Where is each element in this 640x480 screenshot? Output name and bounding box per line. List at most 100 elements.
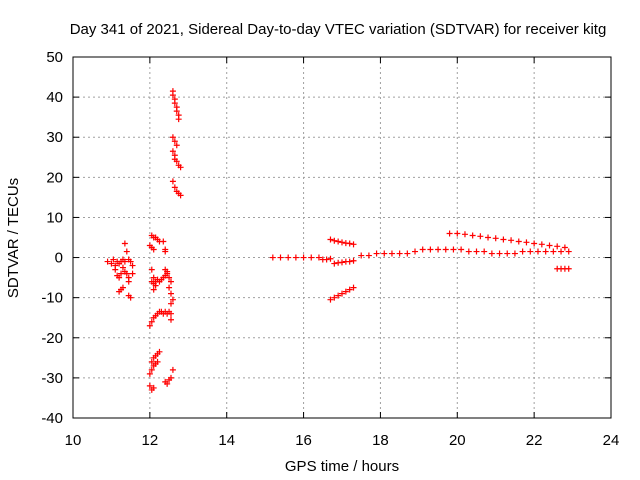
data-point-cluster-17.5-23h-25 <box>550 248 557 255</box>
data-point-cluster-17.5-23h-41 <box>546 242 553 249</box>
data-point-cluster-12.6h-upward-11 <box>169 148 176 155</box>
data-point-cluster-12h-lower-11 <box>167 310 174 317</box>
data-point-cluster-15-17h-27 <box>342 288 349 295</box>
data-point-cluster-17.5-23h-36 <box>508 237 515 244</box>
data-point-cluster-17.5-23h-39 <box>531 240 538 247</box>
data-point-cluster-17.5-23h-14 <box>465 248 472 255</box>
data-point-cluster-17.5-23h-24 <box>542 248 549 255</box>
data-point-cluster-12h-upper-8 <box>160 238 167 245</box>
x-tick-label-10: 10 <box>65 432 82 449</box>
data-point-cluster-17.5-23h-23 <box>534 248 541 255</box>
data-point-cluster-12h-upper-28 <box>166 284 173 291</box>
y-axis-label: SDTVAR / TECUs <box>5 178 22 298</box>
data-point-cluster-17.5-23h-15 <box>473 248 480 255</box>
data-point-cluster-15-17h-0 <box>269 254 276 261</box>
data-point-cluster-11h-19 <box>119 284 126 291</box>
plot-frame <box>72 56 612 419</box>
data-point-cluster-17.5-23h-43 <box>561 244 568 251</box>
data-point-cluster-11h-1 <box>108 260 115 267</box>
data-point-cluster-12h-lower-15 <box>148 358 155 365</box>
x-tick-label-12: 12 <box>142 432 159 449</box>
data-point-cluster-17.5-23h-0 <box>358 252 365 259</box>
data-point-cluster-17.5-23h-11 <box>442 246 449 253</box>
data-point-cluster-17.5-23h-6 <box>404 250 411 257</box>
y-tick-label-10: 10 <box>46 209 63 226</box>
data-point-cluster-15-17h-13 <box>339 239 345 246</box>
data-point-cluster-17.5-23h-17 <box>488 250 495 257</box>
data-point-cluster-12h-lower-31 <box>167 374 174 381</box>
x-tick-label-18: 18 <box>372 432 389 449</box>
data-point-cluster-17.5-23h-28 <box>446 230 453 237</box>
data-point-cluster-12.6h-upward-18 <box>171 184 178 191</box>
x-axis-label: GPS time / hours <box>285 458 399 475</box>
data-point-cluster-11h-23 <box>121 240 128 247</box>
data-point-cluster-12h-lower-0 <box>146 322 153 329</box>
data-point-cluster-17.5-23h-32 <box>477 233 484 240</box>
data-point-cluster-12h-lower-29 <box>164 380 171 387</box>
data-point-cluster-15-17h-2 <box>285 254 292 261</box>
data-point-cluster-12.6h-upward-14 <box>173 158 180 165</box>
data-point-cluster-11h-27 <box>129 262 136 269</box>
data-point-cluster-15-17h-23 <box>327 296 334 303</box>
data-point-cluster-12h-upper-22 <box>166 274 173 281</box>
y-tick-label-20: 20 <box>46 169 63 186</box>
data-point-cluster-12.6h-upward-7 <box>175 116 182 123</box>
data-point-cluster-12h-lower-12 <box>167 316 174 323</box>
data-point-cluster-17.5-23h-40 <box>538 241 545 248</box>
y-tick-label-30: 30 <box>46 129 63 146</box>
data-point-cluster-17.5-23h-27 <box>565 248 572 255</box>
data-points <box>104 88 572 393</box>
data-point-cluster-17.5-23h-33 <box>485 234 492 241</box>
data-point-cluster-12.6h-upward-21 <box>177 192 184 199</box>
data-point-cluster-15-17h-17 <box>331 260 338 267</box>
data-point-cluster-17.5-23h-19 <box>504 250 511 257</box>
data-point-cluster-12h-lower-13 <box>167 300 174 307</box>
data-point-cluster-15-17h-21 <box>346 258 353 265</box>
y-tick-label--20: -20 <box>41 330 63 347</box>
data-point-cluster-11h-0 <box>104 258 111 265</box>
data-point-cluster-12h-upper-25 <box>152 282 159 289</box>
y-tick-label--10: -10 <box>41 290 63 307</box>
data-point-cluster-17.5-23h-29 <box>454 230 461 237</box>
data-point-cluster-12h-upper-24 <box>150 286 157 293</box>
data-point-cluster-17.5-23h-26 <box>558 248 565 255</box>
data-point-cluster-17.5-23h-38 <box>523 239 530 246</box>
data-point-cluster-17.5-23h-18 <box>496 250 503 257</box>
data-point-cluster-12h-lower-23 <box>154 358 161 365</box>
data-point-cluster-15-17h-1 <box>277 254 284 261</box>
data-point-cluster-17.5-23h-1 <box>365 252 372 259</box>
data-point-cluster-17.5-23h-10 <box>435 246 442 253</box>
data-point-cluster-11h-20 <box>125 278 132 285</box>
data-point-cluster-12h-lower-19 <box>156 348 163 355</box>
data-point-cluster-15-17h-8 <box>323 256 330 263</box>
data-point-cluster-12h-lower-24 <box>146 382 153 389</box>
x-tick-label-14: 14 <box>218 432 235 449</box>
data-point-cluster-11h-13 <box>119 264 126 271</box>
data-point-cluster-17.5-23h-37 <box>515 238 522 245</box>
data-point-cluster-17.5-23h-2 <box>373 250 380 257</box>
data-point-cluster-15-17h-19 <box>339 259 345 266</box>
data-point-cluster-15-17h-29 <box>350 284 357 291</box>
data-point-cluster-11h-24 <box>123 248 130 255</box>
data-point-cluster-17.5-23h-8 <box>419 246 426 253</box>
data-point-cluster-15-17h-25 <box>335 292 342 299</box>
data-point-cluster-12h-upper-11 <box>148 266 155 273</box>
data-point-cluster-17.5-23h-22 <box>527 248 534 255</box>
x-tick-label-20: 20 <box>449 432 466 449</box>
data-point-cluster-12h-lower-1 <box>148 318 155 325</box>
data-point-cluster-17.5-23h-12 <box>450 246 457 253</box>
data-point-cluster-17.5-23h-47 <box>565 265 572 272</box>
data-point-cluster-11h-8 <box>121 258 128 265</box>
data-point-cluster-17.5-23h-9 <box>427 246 434 253</box>
data-point-cluster-17.5-23h-31 <box>469 232 476 239</box>
data-point-cluster-17.5-23h-42 <box>554 243 561 250</box>
data-point-cluster-11h-28 <box>129 270 136 277</box>
data-point-cluster-17.5-23h-7 <box>412 248 419 255</box>
data-point-cluster-12h-upper-12 <box>150 274 157 281</box>
data-point-cluster-12.6h-upward-8 <box>169 134 176 141</box>
data-point-cluster-12.6h-upward-17 <box>169 178 176 185</box>
data-point-cluster-15-17h-10 <box>327 236 334 243</box>
data-point-cluster-11h-26 <box>127 258 134 265</box>
data-point-cluster-12h-upper-10 <box>162 248 169 255</box>
data-point-cluster-12.6h-upward-9 <box>171 138 178 145</box>
